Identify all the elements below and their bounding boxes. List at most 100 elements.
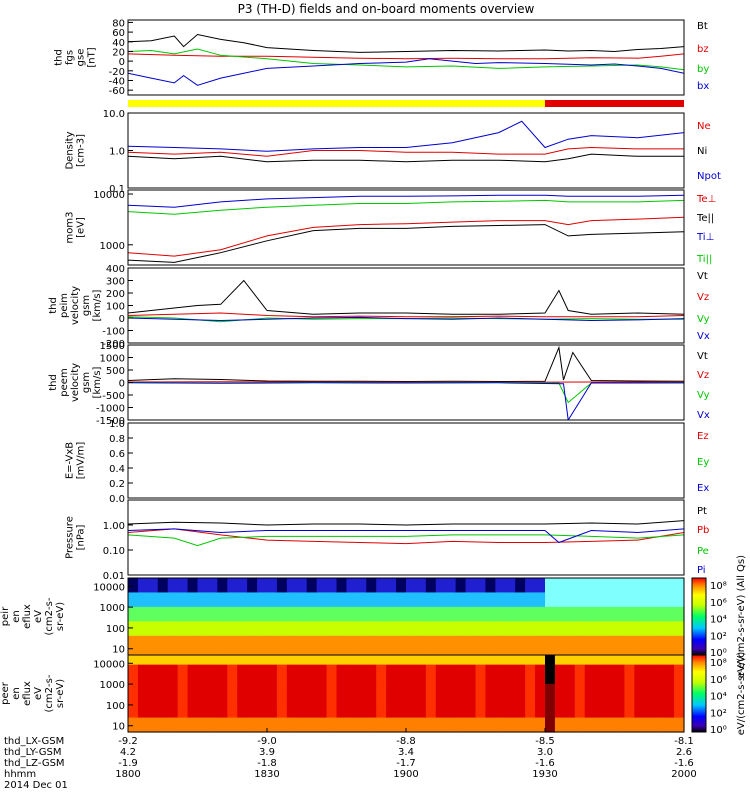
spectrogram-cell [177,707,189,714]
spectrogram-cell [286,693,298,699]
spectrogram-cell [554,698,566,704]
spectrogram-cell [644,655,655,661]
spectrogram-cell [227,597,238,603]
spectrogram-cell [614,587,626,594]
spectrogram-cell [525,703,536,709]
spectrogram-cell [207,602,218,608]
spectrogram-cell [594,635,606,642]
spectrogram-cell [485,645,496,651]
legend-entry: Ex [697,483,709,494]
spectrogram-cell [465,727,477,733]
spectrogram-cell [564,621,576,627]
spectrogram-cell [564,592,576,598]
spectrogram-cell [137,611,149,618]
spectrogram-cell [267,693,278,699]
spectrogram-cell [147,659,159,666]
spectrogram-cell [257,698,268,704]
spectrogram-cell [247,698,258,704]
spectrogram-cell [584,645,596,651]
spectrogram-cell [415,679,427,685]
spectrogram-cell [157,630,169,637]
spectrogram-cell [495,635,506,642]
spectrogram-cell [495,727,506,733]
colorbar-tick-label: 10⁴ [710,615,727,626]
series-line-Ni [128,153,684,163]
spectrogram-cell [267,635,278,642]
spectrogram-cell [306,630,318,637]
footer-row-label: thd_LX-GSM [4,736,64,747]
spectrogram-cell [644,688,655,695]
spectrogram-cell [177,611,189,618]
spectrogram-cell [247,640,258,646]
spectrogram-cell [316,587,328,594]
spectrogram-cell [366,650,377,656]
spectrogram-cell [207,640,218,646]
spectrogram-cell [366,683,377,690]
spectrogram-cell [445,587,457,594]
spectrogram-cell [197,717,209,723]
spectrogram-cell [376,606,387,613]
spectrogram-cell [147,722,159,728]
spectrogram-cell [237,679,248,685]
spectrogram-cell [137,693,149,699]
spectrogram-cell [157,655,169,661]
spectrogram-cell [128,640,139,646]
x-tick-label: 3.4 [398,747,414,758]
spectrogram-cell [654,683,665,690]
spectrogram-cell [564,655,576,661]
spectrogram-cell [276,630,288,637]
spectrogram-cell [644,635,655,642]
spectrogram-cell [594,659,606,666]
spectrogram-cell [326,645,338,651]
spectrogram-cell [574,640,586,646]
spectrogram-cell [535,727,546,733]
spectrogram-cell [227,717,238,723]
spectrogram-cell [257,722,268,728]
spectrogram-cell [564,597,576,603]
spectrogram-cell [386,707,397,714]
spectrogram-cell [574,597,586,603]
spectrogram-cell [564,688,576,695]
spectrogram-cell [257,582,268,589]
spectrogram-cell [316,727,328,733]
x-tick-label: -8.8 [396,736,416,747]
spectrogram-cell [386,655,397,661]
spectrogram-cell [207,727,218,733]
spectrogram-cell [644,712,655,719]
spectrogram-cell [505,683,516,690]
spectrogram-cell [366,621,377,627]
spectrogram-cell [366,630,377,637]
spectrogram-cell [485,640,496,646]
spectrogram-cell [346,707,357,714]
spectrogram-cell [584,664,596,671]
spectrogram-cell [187,650,199,656]
series-line-Vt [128,279,684,315]
spectrogram-cell [614,582,626,589]
spectrogram-cell [525,679,536,685]
legend-entry: Pi [697,565,706,576]
spectrogram-cell [485,712,496,719]
spectrogram-cell [495,582,506,589]
spectrogram-cell [197,606,209,613]
spectrogram-cell [535,611,546,618]
spectrogram-cell [237,722,248,728]
spectrogram-cell [207,669,218,675]
spectrogram-cell [128,679,139,685]
spectrogram-cell [415,693,427,699]
spectrogram-cell [485,616,496,622]
spectrogram-cell [515,626,526,632]
y-tick-label: 1000 [100,680,125,691]
spectrogram-cell [177,717,189,723]
spectrogram-cell [396,664,407,671]
spectrogram-cell [167,683,179,690]
spectrogram-cell [286,655,298,661]
spectrogram-cell [674,640,685,646]
spectrogram-cell [654,698,665,704]
spectrogram-cell [167,669,179,675]
spectrogram-cell [465,698,477,704]
spectrogram-cell [257,611,268,618]
spectrogram-cell [286,582,298,589]
spectrogram-cell [535,655,546,661]
spectrogram-cell [346,630,357,637]
spectrogram-cell [425,707,437,714]
